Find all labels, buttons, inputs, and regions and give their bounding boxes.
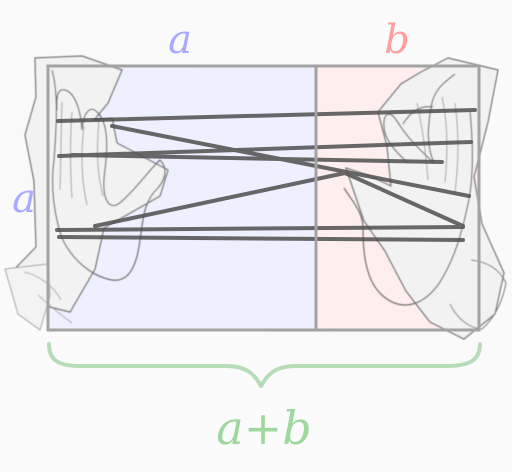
side-label-a: a	[12, 176, 36, 222]
string-line-1	[56, 108, 477, 123]
left-wrist-lines	[23, 271, 73, 324]
string-line-6	[57, 235, 465, 242]
diagram-frame	[46, 64, 481, 332]
string-lines	[55, 108, 477, 242]
string-line-4	[70, 153, 444, 164]
outer-rectangle	[46, 64, 481, 332]
string-line-7	[93, 171, 347, 228]
string-line-5	[55, 225, 465, 232]
right-wrist-lines	[449, 259, 507, 330]
right-hand-shape	[345, 57, 505, 340]
bottom-brace	[47, 342, 482, 388]
string-line-2	[57, 140, 473, 158]
string-line-8	[343, 171, 465, 228]
left-wrist-shape	[4, 263, 51, 331]
top-label-b: b	[384, 17, 410, 63]
bottom-label-a-plus-b: a+b	[216, 401, 311, 455]
top-label-a: a	[168, 17, 192, 63]
left-hand-finger-lines	[59, 101, 104, 206]
